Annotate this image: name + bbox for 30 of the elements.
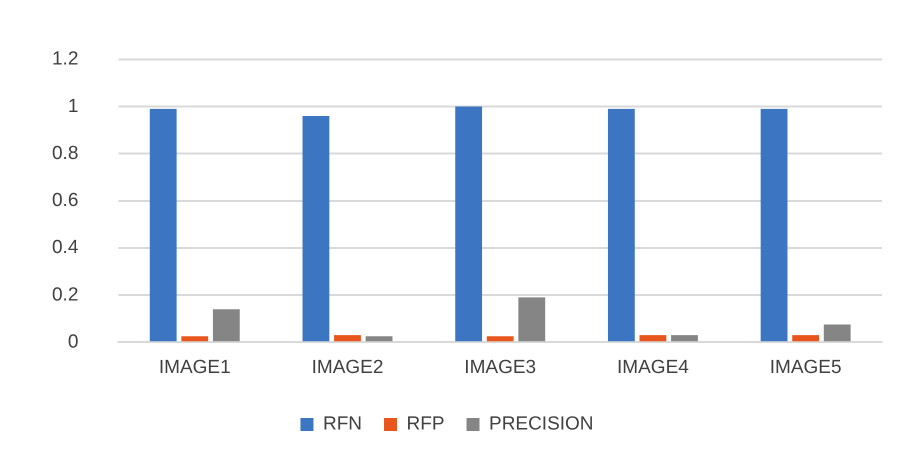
legend-label: PRECISION xyxy=(489,414,594,435)
bar xyxy=(760,108,788,342)
bar xyxy=(334,335,361,342)
bar xyxy=(824,324,851,342)
bar xyxy=(150,108,177,342)
bar xyxy=(455,106,482,342)
legend-label: RFP xyxy=(406,414,445,435)
y-tick-label: 1 xyxy=(68,96,78,117)
y-tick-label: 0.6 xyxy=(52,190,78,212)
bar xyxy=(792,335,820,342)
x-tick-label: IMAGE4 xyxy=(617,356,690,378)
bar xyxy=(608,108,635,342)
bar xyxy=(302,116,330,342)
x-tick-label: IMAGE5 xyxy=(770,356,842,378)
legend-label: RFN xyxy=(322,414,362,435)
y-tick-label: 1.2 xyxy=(52,48,78,70)
bar xyxy=(212,309,240,342)
x-tick-label: IMAGE1 xyxy=(158,356,231,378)
y-tick-label: 0.8 xyxy=(52,142,78,164)
bar xyxy=(671,335,698,342)
bar xyxy=(518,297,546,342)
x-tick-label: IMAGE2 xyxy=(312,356,384,378)
x-tick-label: IMAGE3 xyxy=(464,356,536,378)
bar xyxy=(181,336,208,342)
y-tick-label: 0 xyxy=(68,331,78,352)
bar xyxy=(486,336,514,342)
y-tick-label: 0.4 xyxy=(52,237,79,258)
bar xyxy=(366,336,392,342)
y-tick-label: 0.2 xyxy=(52,284,78,306)
bar xyxy=(640,335,666,342)
